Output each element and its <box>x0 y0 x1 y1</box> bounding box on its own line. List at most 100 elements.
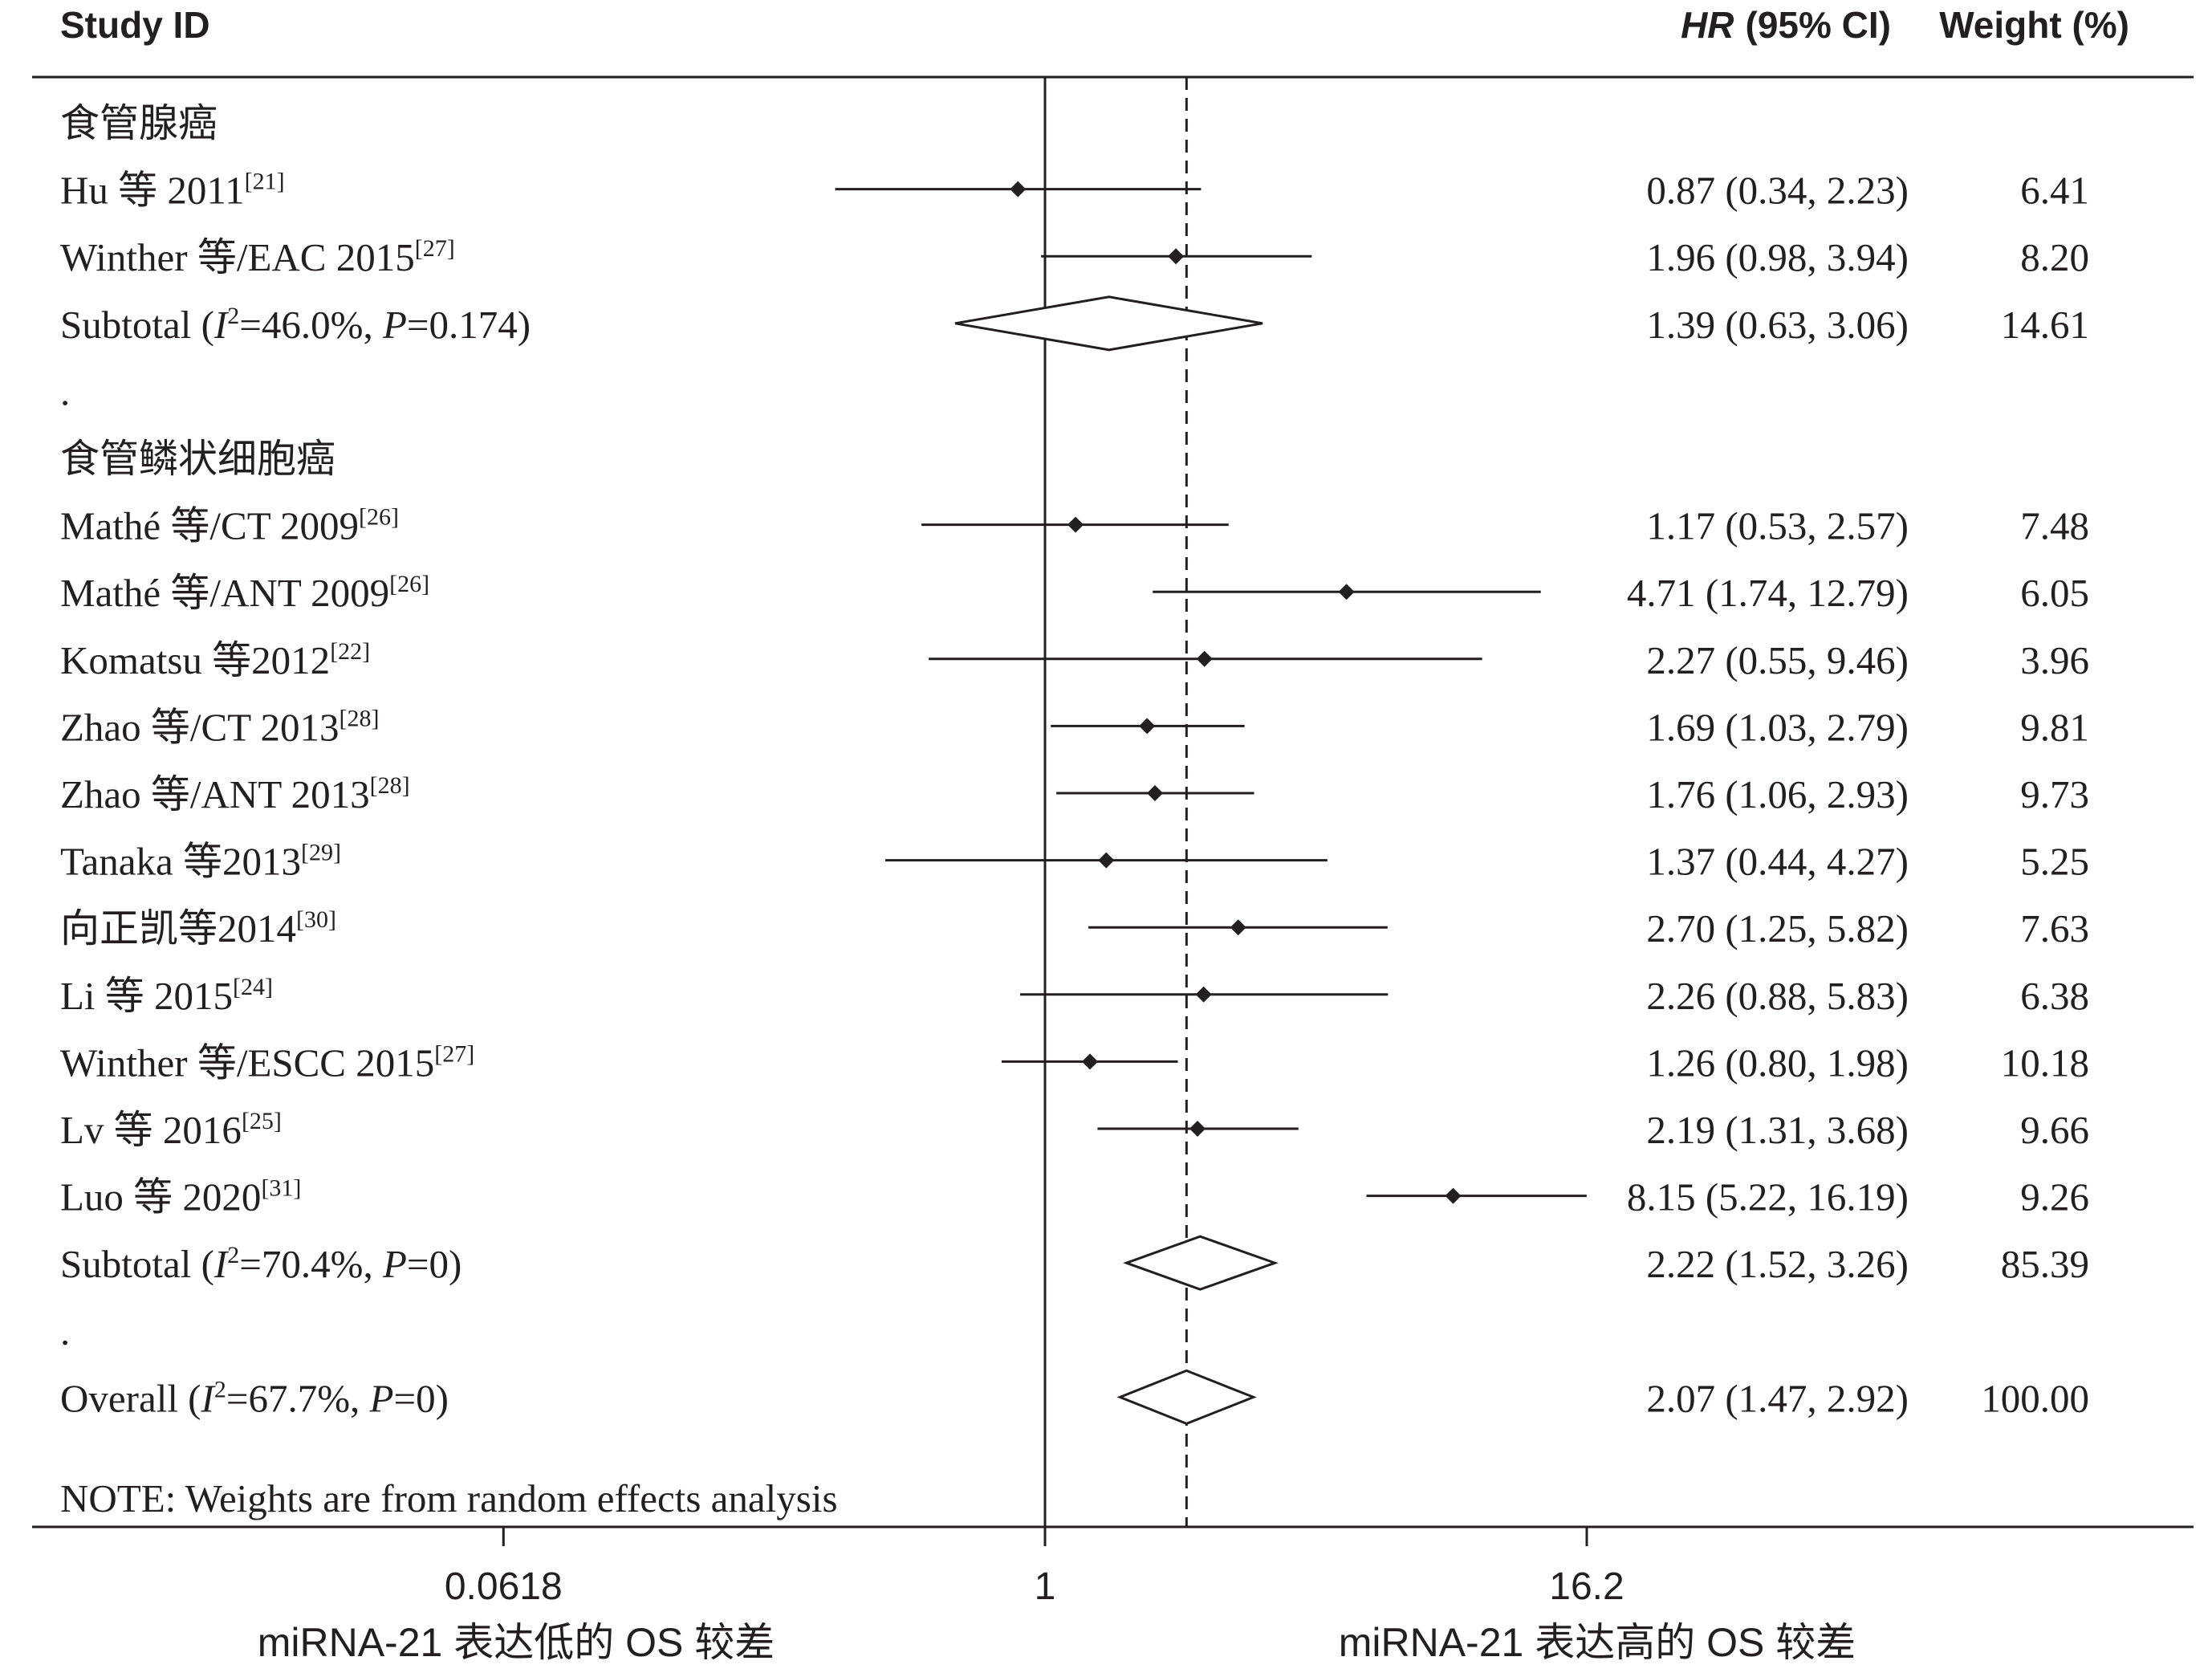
point-estimate <box>1067 516 1084 533</box>
row-study: Lv 等 2016[25] 2.19 (1.31, 3.68) 9.66 <box>60 1108 2089 1152</box>
row-dot: . <box>60 369 70 413</box>
study-name: Hu 等 2011 <box>60 169 245 213</box>
hr-ci-value: 1.96 (0.98, 3.94) <box>1646 235 1909 279</box>
row-study: 向正凯等2014[30] 2.70 (1.25, 5.82) 7.63 <box>60 906 2089 950</box>
hr-ci-value: 1.17 (0.53, 2.57) <box>1646 504 1909 548</box>
study-label: Winther 等/EAC 2015[27] <box>60 235 455 279</box>
study-label: Winther 等/ESCC 2015[27] <box>60 1040 474 1085</box>
p-value: =0) <box>393 1376 448 1420</box>
study-label: Lv 等 2016[25] <box>60 1108 282 1152</box>
weight-value: 9.66 <box>2020 1108 2089 1152</box>
hr-ci-value: 0.87 (0.34, 2.23) <box>1646 169 1909 213</box>
hr-ci-value: 1.39 (0.63, 3.06) <box>1646 303 1909 347</box>
study-label: Li 等 2015[24] <box>60 974 273 1018</box>
hr-ci-value: 1.37 (0.44, 4.27) <box>1646 840 1909 884</box>
study-name: Komatsu 等2012 <box>60 638 330 682</box>
p-symbol: P <box>382 1242 407 1286</box>
i-squared-exponent: 2 <box>214 1376 226 1402</box>
row-study: Tanaka 等2013[29] 1.37 (0.44, 4.27) 5.25 <box>60 840 2089 884</box>
row-overall: Overall (I2=67.7%, P=0) 2.07 (1.47, 2.92)… <box>60 1369 2089 1426</box>
group-label: 食管腺癌 <box>60 101 218 145</box>
weight-value: 8.20 <box>2020 235 2089 279</box>
study-label: Luo 等 2020[31] <box>60 1175 301 1219</box>
weight-value: 7.63 <box>2020 906 2089 950</box>
point-estimate <box>1338 584 1355 600</box>
note-text: NOTE: Weights are from random effects an… <box>60 1476 838 1520</box>
spacer-dot: . <box>60 1309 70 1353</box>
row-study: Luo 等 2020[31] 8.15 (5.22, 16.19) 9.26 <box>60 1175 2089 1219</box>
hr-ci-value: 2.07 (1.47, 2.92) <box>1646 1376 1909 1420</box>
study-label: Mathé 等/ANT 2009[26] <box>60 571 429 615</box>
row-study: Winther 等/EAC 2015[27] 1.96 (0.98, 3.94) 8… <box>60 235 2089 279</box>
study-reference: [26] <box>389 571 429 597</box>
subtotal-label: Subtotal (I2=46.0%, P=0.174) <box>60 303 531 347</box>
x-right-caption: miRNA-21 表达高的 OS 较差 <box>1339 1620 1856 1665</box>
study-label: Tanaka 等2013[29] <box>60 840 341 884</box>
i-squared-value: =46.0%, <box>239 303 383 347</box>
i-squared-value: =67.7%, <box>226 1376 370 1420</box>
weight-value: 85.39 <box>2001 1242 2089 1286</box>
weight-value: 6.38 <box>2020 974 2089 1018</box>
hr-ci-value: 2.70 (1.25, 5.82) <box>1646 906 1909 950</box>
weight-value: 7.48 <box>2020 504 2089 548</box>
study-reference: [27] <box>434 1040 474 1067</box>
weight-value: 100.00 <box>1981 1376 2089 1420</box>
study-label: Zhao 等/ANT 2013[28] <box>60 772 410 816</box>
row-study: Zhao 等/CT 2013[28] 1.69 (1.03, 2.79) 9.81 <box>60 705 2089 749</box>
weight-value: 6.41 <box>2020 169 2089 213</box>
row-group: 食管鳞状细胞癌 <box>60 437 335 481</box>
row-subtotal: Subtotal (I2=46.0%, P=0.174) 1.39 (0.63, … <box>60 295 2089 352</box>
row-group: 食管腺癌 <box>60 101 218 145</box>
point-estimate <box>1196 650 1213 667</box>
study-name: Li 等 2015 <box>60 974 233 1018</box>
study-name: Tanaka 等2013 <box>60 840 301 884</box>
p-symbol: P <box>369 1376 394 1420</box>
heterogeneity-prefix: Overall ( <box>60 1376 201 1420</box>
study-reference: [27] <box>415 235 455 262</box>
group-label: 食管鳞状细胞癌 <box>60 437 335 481</box>
x-tick-label: 1 <box>1035 1565 1056 1608</box>
header-weight: Weight (%) <box>1939 4 2129 46</box>
study-label: Mathé 等/CT 2009[26] <box>60 504 399 548</box>
i-symbol: I <box>201 1376 217 1420</box>
study-reference: [24] <box>233 974 273 1000</box>
hr-ci-value: 1.69 (1.03, 2.79) <box>1646 705 1909 749</box>
row-study: Komatsu 等2012[22] 2.27 (0.55, 9.46) 3.96 <box>60 638 2089 682</box>
heterogeneity-prefix: Subtotal ( <box>60 303 214 347</box>
row-study: Winther 等/ESCC 2015[27] 1.26 (0.80, 1.98)… <box>60 1040 2089 1085</box>
header-hr: HR <box>1681 4 1734 46</box>
study-name: 向正凯等2014 <box>60 906 296 950</box>
overall-diamond <box>1116 1369 1257 1426</box>
i-squared-value: =70.4%, <box>239 1242 383 1286</box>
subtotal-diamond <box>954 295 1263 352</box>
weight-value: 5.25 <box>2020 840 2089 884</box>
point-estimate <box>1445 1187 1462 1204</box>
point-estimate <box>1139 718 1156 735</box>
reference-lines <box>1043 77 1188 1527</box>
overall-label: Overall (I2=67.7%, P=0) <box>60 1376 449 1420</box>
study-reference: [28] <box>340 705 380 731</box>
point-estimate <box>1189 1121 1206 1137</box>
p-symbol: P <box>382 303 407 347</box>
study-reference: [22] <box>330 638 370 665</box>
header-study-id: Study ID <box>60 4 210 46</box>
weight-value: 10.18 <box>2001 1040 2089 1085</box>
header-ci: (95% CI) <box>1746 4 1891 46</box>
row-dot: . <box>60 1309 70 1353</box>
weight-value: 14.61 <box>2001 303 2089 347</box>
hr-ci-value: 2.22 (1.52, 3.26) <box>1646 1242 1909 1286</box>
study-name: Mathé 等/CT 2009 <box>60 504 359 548</box>
i-squared-exponent: 2 <box>227 1242 239 1268</box>
i-symbol: I <box>213 1242 230 1286</box>
x-left-caption: miRNA-21 表达低的 OS 较差 <box>258 1620 775 1665</box>
row-study: Hu 等 2011[21] 0.87 (0.34, 2.23) 6.41 <box>60 169 2089 213</box>
hr-ci-value: 4.71 (1.74, 12.79) <box>1627 571 1909 615</box>
point-estimate <box>1098 852 1115 869</box>
p-value: =0) <box>407 1242 462 1286</box>
header-hr-ci: HR (95% CI) <box>1681 4 1891 46</box>
study-name: Lv 等 2016 <box>60 1108 242 1152</box>
study-label: Hu 等 2011[21] <box>60 169 285 213</box>
study-reference: [29] <box>301 840 341 866</box>
point-estimate <box>1010 181 1027 197</box>
